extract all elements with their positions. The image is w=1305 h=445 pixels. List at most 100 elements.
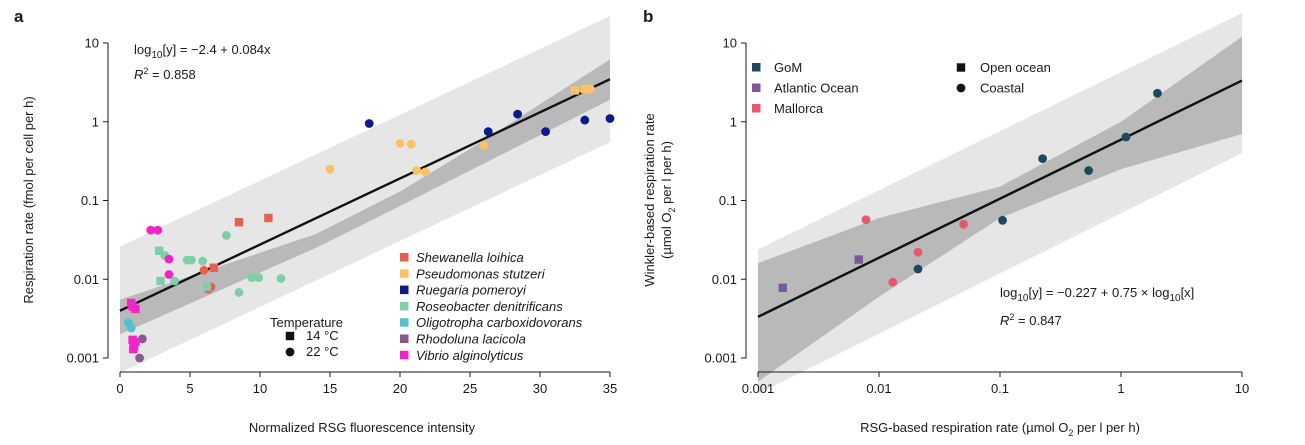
panel-b-x-tick-label: 1: [1117, 381, 1124, 396]
data-point: [126, 323, 136, 333]
panel-a-y-tick-label: 0.01: [74, 272, 99, 287]
panel-a-x-tick-label: 35: [603, 381, 617, 396]
data-point: [325, 164, 335, 174]
species-legend-swatch: [400, 269, 409, 278]
data-point: [412, 166, 422, 175]
panel-b-y-axis-label: Winkler-based respiration rate (µmol O2 …: [642, 113, 677, 286]
panel-b-ylabel-line2: (µmol O2 per l per h): [659, 141, 677, 259]
species-legend-swatch: [400, 253, 409, 262]
data-point: [222, 231, 231, 240]
data-point: [187, 255, 196, 265]
data-point: [541, 127, 550, 136]
panel-b-legend: GoM Atlantic Ocean Mallorca Open ocean Coast…: [752, 60, 1051, 116]
temperature-legend-title: Temperature: [270, 315, 343, 330]
panel-b-equation-prefix: log: [1000, 285, 1017, 300]
data-point: [586, 84, 595, 94]
type-legend-label: Open ocean: [980, 60, 1051, 75]
temperature-legend-marker: [285, 347, 295, 357]
panel-a-x-tick-label: 20: [393, 381, 407, 396]
data-point: [1084, 166, 1094, 175]
panel-b-y-tick-label: 0.1: [719, 193, 737, 208]
panel-a-equation-sub: 10: [151, 50, 163, 61]
species-legend-label: Oligotropha carboxidovorans: [416, 315, 583, 330]
species-legend-label: Vibrio alginolyticus: [416, 348, 524, 363]
temperature-legend-label: 22 °C: [306, 344, 339, 359]
data-point: [1121, 132, 1131, 142]
panel-a-x-tick-label: 30: [533, 381, 547, 396]
data-point: [234, 218, 244, 227]
panel-a-x-tick-label: 5: [186, 381, 193, 396]
data-point: [605, 114, 615, 123]
panel-b-x-tick-label: 0.1: [991, 381, 1009, 396]
panel-b-y-tick-label: 1: [730, 114, 737, 129]
site-legend-label: GoM: [774, 60, 802, 75]
panel-b-y-tick-label: 0.001: [704, 351, 737, 366]
data-point: [1038, 154, 1048, 164]
data-point: [580, 115, 590, 125]
species-legend-swatch: [400, 350, 409, 360]
panel-a-r2-symbol: R: [134, 67, 143, 82]
data-point: [264, 213, 273, 223]
panel-a-y-tick-label: 0.001: [66, 351, 99, 366]
type-legend-marker: [956, 63, 966, 72]
species-legend-label: Shewanella loihica: [416, 250, 524, 265]
panel-a-y-axis-label: Respiration rate (fmol per cell per h): [21, 96, 36, 303]
panel-a-axes: 0.001 0.01 0.1 1 10 0 5 10 15 20 25 30 35: [66, 36, 617, 397]
data-point: [406, 139, 416, 149]
data-point: [395, 139, 405, 148]
data-point: [209, 263, 218, 272]
panel-b-r2-symbol: R: [1000, 313, 1009, 328]
panel-a-x-tick-label: 15: [323, 381, 337, 396]
data-point: [998, 215, 1007, 225]
data-point: [513, 109, 522, 119]
species-legend-swatch: [400, 285, 409, 295]
species-legend-swatch: [400, 318, 409, 327]
panel-a-temperature-legend: Temperature 14 °C22 °C: [270, 315, 343, 359]
data-point: [913, 247, 923, 257]
panel-a: a 0.001 0.01 0.1 1 10 0 5 10 15 20 25 30 35 Normaliz…: [14, 7, 617, 435]
panel-b-ylabel-sub: 2: [667, 207, 677, 212]
panel-b-equation-tail: [x]: [1181, 285, 1195, 300]
panel-b-ylabel-post: per l per h): [659, 141, 674, 207]
panel-b-xlabel-sub: 2: [1068, 428, 1073, 438]
panel-b-letter: b: [643, 7, 653, 26]
panel-a-y-tick-label: 1: [92, 114, 99, 129]
panel-a-equation: log10[y] = −2.4 + 0.084x: [134, 42, 271, 61]
panel-b: b 0.001 0.01 0.1 1 10 0.001 0.01 0.1 1 10 RSG-bas…: [642, 7, 1249, 438]
data-point: [170, 276, 180, 286]
data-point: [146, 225, 156, 235]
panel-b-r2-sup: 2: [1009, 312, 1014, 322]
data-point: [234, 288, 244, 297]
data-point: [420, 167, 430, 177]
type-legend-label: Coastal: [980, 81, 1024, 96]
panel-b-axes: 0.001 0.01 0.1 1 10 0.001 0.01 0.1 1 10: [704, 36, 1249, 397]
site-legend-swatch: [752, 63, 761, 72]
species-legend-label: Roseobacter denitrificans: [416, 299, 563, 314]
panel-b-confidence-bands: [758, 13, 1242, 394]
site-legend-label: Atlantic Ocean: [774, 81, 859, 96]
panel-a-equation-prefix: log: [134, 42, 151, 57]
data-point: [254, 273, 263, 282]
species-legend-label: Ruegaria pomeroyi: [416, 283, 527, 298]
panel-b-equation-sub: 10: [1017, 293, 1029, 304]
type-legend-marker: [956, 83, 966, 93]
panel-a-r-squared: R2 = 0.858: [134, 66, 196, 82]
panel-b-x-tick-label: 10: [1235, 381, 1249, 396]
data-point: [135, 353, 145, 363]
species-legend-label: Rhodoluna lacicola: [416, 332, 526, 347]
data-point: [164, 254, 174, 264]
panel-b-y-tick-label: 10: [723, 36, 737, 51]
data-point: [129, 344, 138, 354]
panel-b-equation: log10[y] = −0.227 + 0.75 × log10[x]: [1000, 285, 1194, 304]
panel-a-y-tick-label: 10: [85, 36, 99, 51]
data-point: [479, 141, 489, 150]
panel-a-y-tick-label: 0.1: [81, 193, 99, 208]
data-point: [247, 273, 256, 282]
panel-a-x-axis-label: Normalized RSG fluorescence intensity: [249, 420, 476, 435]
panel-a-x-tick-label: 10: [253, 381, 267, 396]
panel-b-x-tick-label: 0.01: [866, 381, 891, 396]
data-point: [156, 276, 165, 286]
temperature-legend-marker: [285, 331, 295, 341]
